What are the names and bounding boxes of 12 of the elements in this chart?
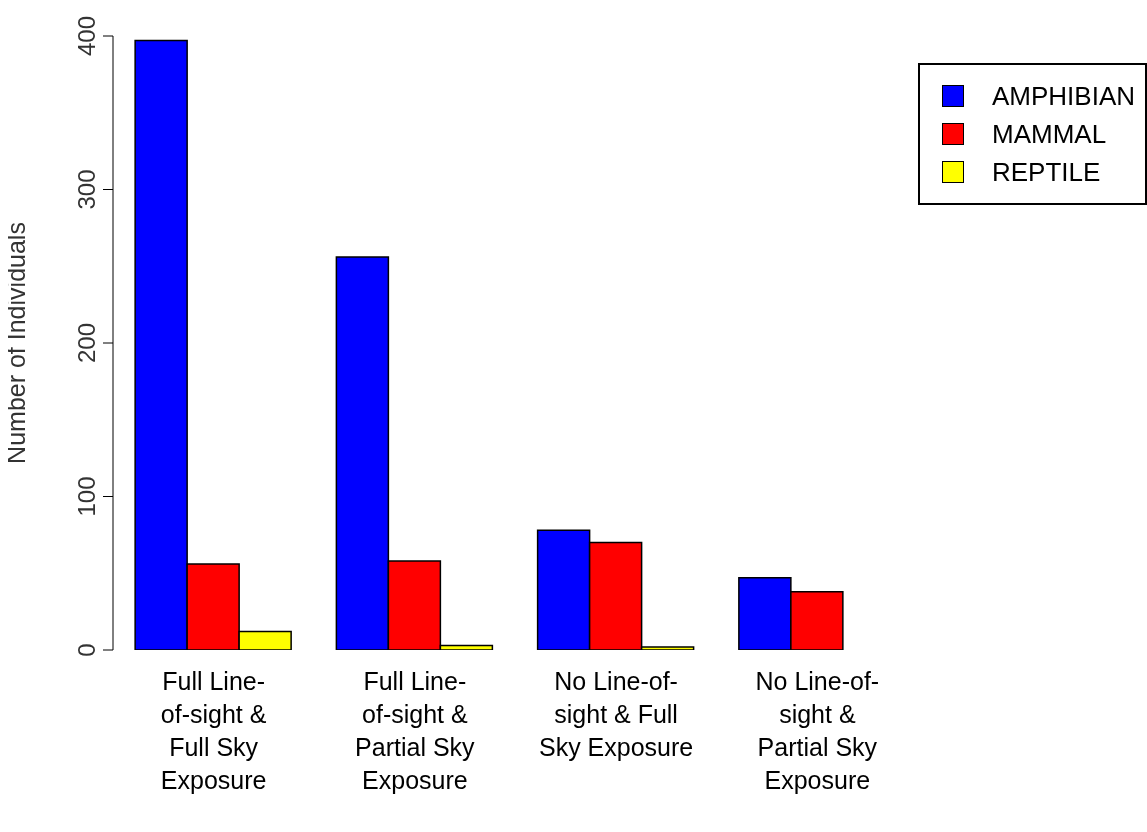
- x-tick-label: No Line-of-sight & Full Sky Exposure: [538, 667, 694, 761]
- legend-label: AMPHIBIAN: [991, 80, 1135, 112]
- x-tick-label: No Line-of-sight & Partial Sky Exposure: [755, 667, 880, 794]
- legend-label: MAMMAL: [991, 118, 1107, 150]
- y-tick-label: 300: [73, 169, 100, 210]
- legend-label: REPTILE: [991, 156, 1101, 188]
- y-tick-label: 0: [73, 643, 100, 657]
- y-tick-label: 100: [73, 476, 100, 517]
- y-tick-label: 400: [73, 15, 100, 57]
- x-tick-label: Full Line-of-sight & Full Sky Exposure: [160, 667, 267, 794]
- x-tick-label: Full Line-of-sight & Partial Sky Exposure: [355, 667, 476, 794]
- y-tick-label: 200: [73, 322, 100, 364]
